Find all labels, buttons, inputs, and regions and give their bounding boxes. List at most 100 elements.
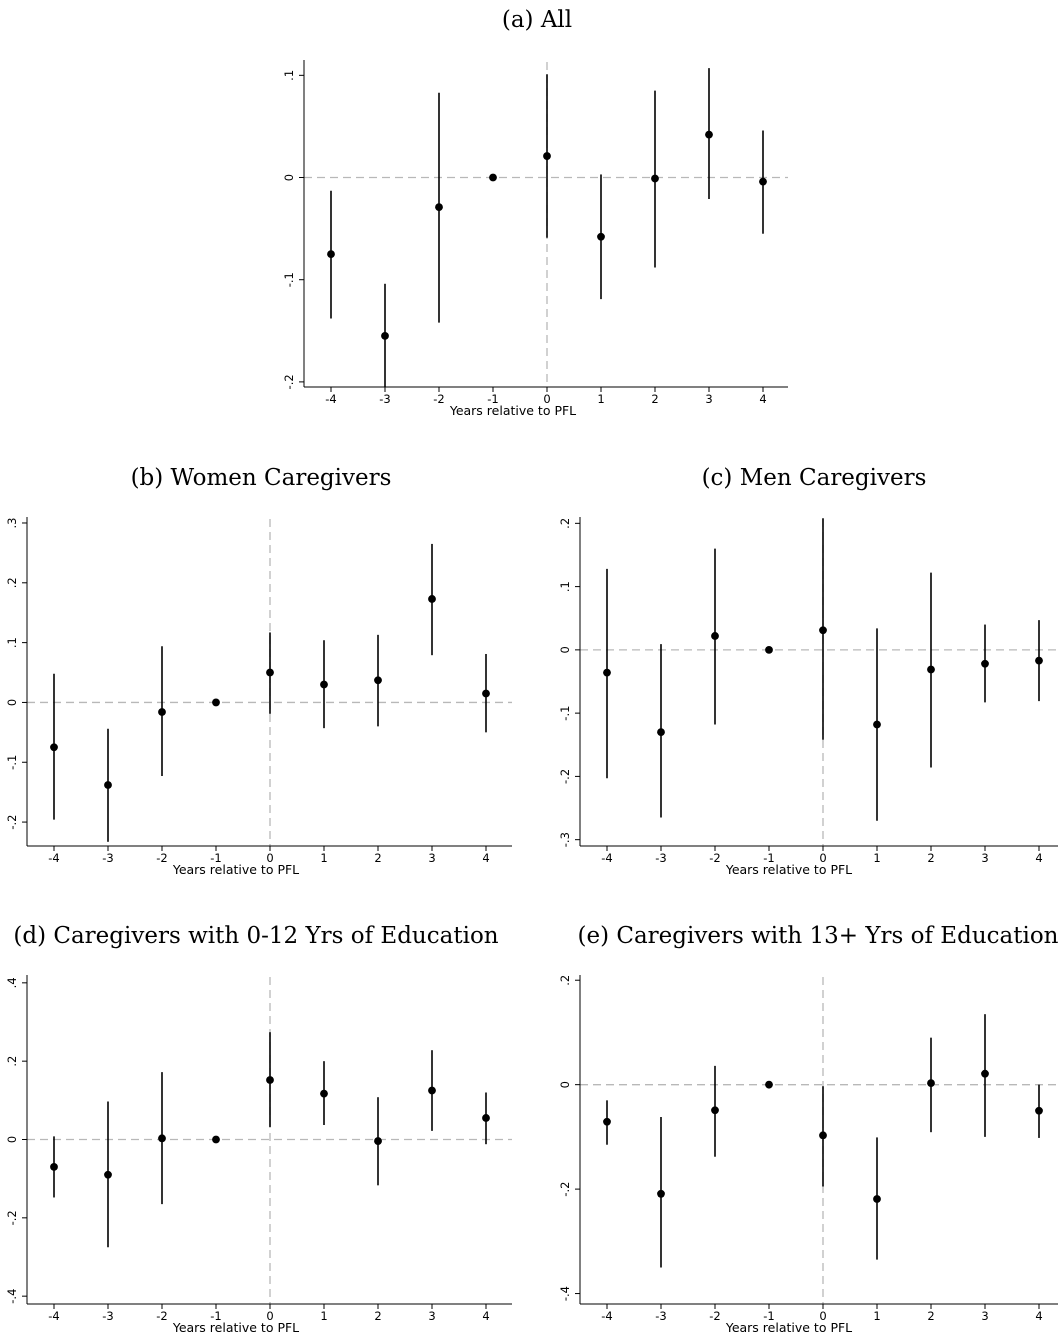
point-estimate [657, 728, 665, 737]
x-tick-label: 3 [981, 1309, 988, 1323]
point-estimate [374, 1137, 382, 1145]
x-tick-label: -2 [433, 392, 444, 406]
point-estimate [927, 665, 935, 674]
y-tick-label: 0 [282, 174, 296, 181]
point-estimate [603, 668, 611, 677]
y-tick-label: -.2 [558, 1182, 572, 1197]
x-axis-label: Years relative to PFL [725, 862, 852, 877]
point-estimate [428, 595, 436, 603]
point-estimate [819, 1131, 827, 1140]
y-tick-label: .2 [558, 975, 572, 986]
x-tick-label: -3 [655, 851, 666, 865]
point-estimate [104, 1170, 112, 1179]
x-tick-label: -3 [102, 1309, 113, 1323]
x-tick-label: 0 [819, 851, 826, 865]
point-estimate [657, 1189, 665, 1198]
x-tick-label: -2 [156, 1309, 167, 1323]
x-axis-label: Years relative to PFL [725, 1320, 852, 1335]
point-estimate [981, 659, 989, 668]
y-tick-label: -.2 [5, 1210, 19, 1225]
x-tick-label: -4 [48, 1309, 59, 1323]
point-estimate [819, 626, 827, 635]
x-tick-label: -1 [210, 851, 221, 865]
y-tick-label: 0 [558, 646, 572, 653]
point-estimate [1035, 656, 1043, 665]
x-tick-label: 4 [482, 1309, 489, 1323]
y-tick-label: -.2 [282, 374, 296, 389]
x-tick-label: 4 [1035, 1309, 1042, 1323]
point-estimate [482, 689, 490, 698]
x-tick-label: 2 [927, 851, 934, 865]
x-tick-label: -2 [156, 851, 167, 865]
point-estimate [381, 332, 389, 340]
point-estimate [765, 1080, 773, 1089]
point-estimate [320, 680, 328, 689]
x-tick-label: -2 [709, 851, 720, 865]
x-tick-label: -3 [655, 1309, 666, 1323]
x-tick-label: -3 [379, 392, 390, 406]
y-tick-label: 0 [5, 1136, 19, 1143]
point-estimate [104, 781, 112, 789]
y-tick-label: -.1 [5, 755, 19, 770]
y-tick-label: -.4 [5, 1289, 19, 1304]
panel-b: (b) Women Caregivers -.2 -.1 0 .1 .2 .3 -4 -3 -2 -… [5, 465, 512, 877]
x-tick-label: -1 [487, 392, 498, 406]
panel-title: (a) All [502, 7, 572, 33]
point-estimate [981, 1069, 989, 1078]
x-tick-label: 3 [428, 851, 435, 865]
y-tick-label: .1 [558, 581, 572, 592]
point-estimate [320, 1089, 328, 1098]
point-estimate [927, 1079, 935, 1087]
point-estimate [50, 743, 58, 752]
x-tick-label: 4 [1035, 851, 1042, 865]
panel-d: (d) Caregivers with 0-12 Yrs of Educatio… [5, 923, 512, 1335]
point-estimate [428, 1086, 436, 1095]
x-tick-label: 1 [873, 1309, 880, 1323]
point-estimate [651, 174, 659, 183]
x-tick-label: 3 [981, 851, 988, 865]
x-tick-label: 1 [873, 851, 880, 865]
panel-title: (b) Women Caregivers [131, 465, 392, 491]
point-estimate [711, 1106, 719, 1115]
y-tick-label: .4 [5, 977, 19, 988]
x-tick-label: -1 [763, 851, 774, 865]
y-tick-label: 0 [558, 1081, 572, 1088]
x-tick-label: -2 [709, 1309, 720, 1323]
y-tick-label: -.4 [558, 1286, 572, 1301]
x-tick-label: 0 [266, 1309, 273, 1323]
x-tick-label: 0 [543, 392, 550, 406]
y-tick-label: -.3 [558, 832, 572, 847]
point-estimate [603, 1117, 611, 1126]
panel-title: (d) Caregivers with 0-12 Yrs of Educatio… [13, 923, 498, 949]
y-tick-label: .3 [5, 517, 19, 528]
point-estimate [1035, 1106, 1043, 1115]
point-estimate [266, 1076, 274, 1084]
point-estimate [482, 1114, 490, 1122]
y-tick-label: .2 [5, 577, 19, 588]
point-estimate [759, 177, 767, 186]
y-tick-label: -.1 [558, 706, 572, 721]
point-estimate [711, 632, 719, 640]
point-estimate [489, 173, 497, 182]
point-estimate [597, 232, 605, 241]
y-tick-label: .1 [282, 70, 296, 81]
point-estimate [374, 676, 382, 685]
x-tick-label: 1 [320, 851, 327, 865]
x-tick-label: 2 [374, 1309, 381, 1323]
panel-a: (a) All -.2 -.1 0 .1 -4 -3 -2 -1 0 1 2 3 4 Years relat… [282, 7, 788, 418]
y-tick-label: -.1 [282, 272, 296, 287]
x-tick-label: -4 [325, 392, 336, 406]
x-axis-label: Years relative to PFL [172, 1320, 299, 1335]
x-tick-label: 3 [428, 1309, 435, 1323]
x-axis-label: Years relative to PFL [449, 403, 576, 418]
x-tick-label: 2 [927, 1309, 934, 1323]
panel-title: (c) Men Caregivers [702, 465, 927, 491]
x-tick-label: 1 [320, 1309, 327, 1323]
x-tick-label: 0 [266, 851, 273, 865]
x-tick-label: 2 [374, 851, 381, 865]
y-tick-label: 0 [5, 699, 19, 706]
panel-e: (e) Caregivers with 13+ Yrs of Education… [558, 923, 1058, 1335]
x-tick-label: -4 [601, 1309, 612, 1323]
x-tick-label: 1 [597, 392, 604, 406]
